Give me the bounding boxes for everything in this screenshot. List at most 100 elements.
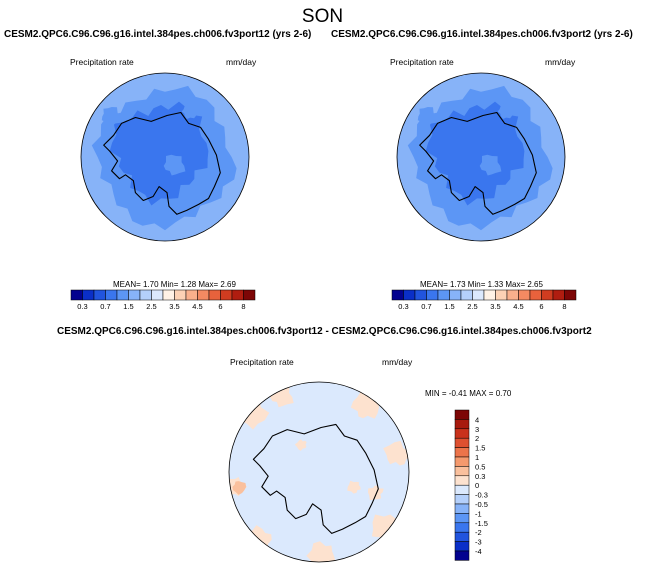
panel-1-stats: MEAN= 1.70 Min= 1.28 Max= 2.69 [113,280,236,289]
colorbar-swatch [403,289,416,301]
colorbar-swatch [460,289,473,301]
precip-contour-low [109,101,209,206]
diff-colorbar-tick-label: 4 [475,415,479,424]
diff-variable: Precipitation rate [230,357,294,367]
diff-colorbar-swatch [454,475,470,486]
diff-colorbar-swatch [454,456,470,467]
precip-patch [449,192,464,208]
colorbar-swatch [506,289,519,301]
colorbar-tick-label: 0.7 [100,302,110,311]
precip-patch [479,154,502,176]
panel-2-map [396,72,566,242]
diff-colorbar-swatch [454,522,470,533]
colorbar-tick-label: 1.5 [444,302,454,311]
colorbar-tick-label: 4.5 [192,302,202,311]
diff-colorbar-swatch [454,503,470,514]
colorbar-swatch [243,289,256,301]
diff-colorbar-tick-label: 3 [475,425,479,434]
diff-colorbar-swatch [454,484,470,495]
colorbar-swatch [529,289,542,301]
colorbar-tick-label: 6 [218,302,222,311]
colorbar-swatch [391,289,404,301]
diff-colorbar-tick-label: 0.3 [475,472,485,481]
panel-1-variable: Precipitation rate [70,57,134,67]
diff-colorbar-tick-label: -4 [475,547,482,556]
diff-colorbar-tick-label: 0 [475,481,479,490]
panel-2-stats: MEAN= 1.73 Min= 1.33 Max= 2.65 [420,280,543,289]
precip-patch [190,180,209,199]
colorbar-swatch [472,289,485,301]
colorbar-swatch [541,289,554,301]
colorbar-swatch [564,289,577,301]
diff-positive-patch [347,480,361,494]
colorbar-swatch [93,289,106,301]
diff-stats: MIN = -0.41 MAX = 0.70 [425,389,512,398]
diff-colorbar-tick-label: 2 [475,434,479,443]
colorbar-swatch [208,289,221,301]
diff-colorbar-tick-label: -0.3 [475,491,488,500]
colorbar-swatch [151,289,164,301]
colorbar-swatch [185,289,198,301]
colorbar-tick-label: 6 [539,302,543,311]
colorbar-swatch [518,289,531,301]
diff-colorbar-swatch [454,428,470,439]
colorbar-swatch [139,289,152,301]
diff-units: mm/day [382,357,413,367]
diff-colorbar-swatch [454,531,470,542]
diff-colorbar-tick-label: -3 [475,538,482,547]
diff-map [228,381,410,563]
diff-positive-patch [294,439,307,451]
colorbar-tick-label: 8 [562,302,566,311]
colorbar-tick-label: 0.3 [77,302,87,311]
colorbar-tick-label: 1.5 [123,302,133,311]
colorbar-tick-label: 3.5 [169,302,179,311]
colorbar-swatch [70,289,83,301]
precip-patch [181,103,197,119]
colorbar-tick-label: 0.7 [421,302,431,311]
colorbar-swatch [414,289,427,301]
colorbar-swatch [495,289,508,301]
precip-patch [101,107,121,127]
precip-patch [133,192,148,208]
precip-contour-low [425,101,525,206]
panel-2-case-title: CESM2.QPC6.C96.C96.g16.intel.384pes.ch00… [331,29,633,40]
diff-colorbar-swatch [454,437,470,448]
colorbar-swatch [174,289,187,301]
colorbar-swatch [128,289,141,301]
diff-colorbar-swatch [454,541,470,552]
panel-1-colorbar: 0.3 0.7 1.5 2.5 3.5 4.5 6 8 [70,289,256,311]
map-boundary [396,72,566,242]
diff-colorbar-swatch [454,494,470,505]
precip-patch [497,103,513,119]
diff-positive-patch [383,440,409,466]
colorbar-swatch [231,289,244,301]
colorbar-swatch [220,289,233,301]
colorbar-tick-label: 8 [241,302,245,311]
colorbar-tick-label: 3.5 [490,302,500,311]
colorbar-swatch [449,289,462,301]
diff-colorbar-tick-label: -1 [475,509,482,518]
precip-patch [506,180,525,199]
diff-colorbar-swatch [454,466,470,477]
diff-colorbar-tick-label: -0.5 [475,500,488,509]
colorbar-tick-label: 0.3 [398,302,408,311]
diff-case-title: CESM2.QPC6.C96.C96.g16.intel.384pes.ch00… [57,326,592,337]
diff-colorbar-tick-label: -1.5 [475,519,488,528]
colorbar-swatch [437,289,450,301]
diff-colorbar-swatch [454,409,470,420]
diff-colorbar-tick-label: 0.5 [475,462,485,471]
diff-colorbar-swatch [454,513,470,524]
diff-colorbar-tick-label: 1 [475,453,479,462]
colorbar-tick-label: 4.5 [513,302,523,311]
antarctica-coastline [419,111,537,215]
colorbar-swatch [426,289,439,301]
panel-1-map [80,72,250,242]
precip-patch [163,154,186,176]
colorbar-swatch [197,289,210,301]
diff-colorbar-swatch [454,447,470,458]
colorbar-swatch [105,289,118,301]
colorbar-tick-label: 2.5 [146,302,156,311]
panel-2-variable: Precipitation rate [390,57,454,67]
antarctica-coastline [103,111,221,215]
